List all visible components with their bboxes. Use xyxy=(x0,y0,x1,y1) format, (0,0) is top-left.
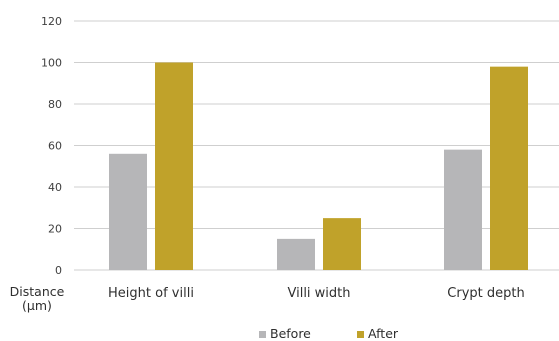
y-axis-label: Distance (μm) xyxy=(10,284,65,313)
bar-before-2 xyxy=(277,238,315,270)
x-axis-categories: Height of villi Villi width Crypt depth xyxy=(108,286,525,301)
y-tick-label: 40 xyxy=(48,181,62,194)
y-tick-label: 120 xyxy=(41,15,62,28)
legend-label-before: Before xyxy=(270,326,311,341)
y-tick-label: 80 xyxy=(48,98,62,111)
legend: Before After xyxy=(259,326,399,341)
bar-before-3 xyxy=(444,149,482,270)
bar-after-2 xyxy=(323,218,361,270)
y-axis-label-line-1: Distance xyxy=(10,284,65,299)
legend-label-after: After xyxy=(368,326,399,341)
y-axis-label-line-2: (μm) xyxy=(22,298,52,313)
bar-after-3 xyxy=(490,66,528,271)
bars xyxy=(109,62,528,271)
y-tick-label: 0 xyxy=(55,264,62,277)
x-category-label: Crypt depth xyxy=(447,286,524,301)
y-tick-label: 100 xyxy=(41,57,62,70)
bar-after-1 xyxy=(155,62,193,270)
y-tick-label: 60 xyxy=(48,140,62,153)
bar-before-1 xyxy=(109,153,147,270)
x-category-label: Villi width xyxy=(287,286,350,301)
legend-swatch-before xyxy=(259,331,266,338)
y-axis-ticks: 0 20 40 60 80 100 120 xyxy=(41,15,62,277)
x-category-label: Height of villi xyxy=(108,286,194,301)
gridlines xyxy=(74,20,559,271)
y-tick-label: 20 xyxy=(48,223,62,236)
legend-swatch-after xyxy=(357,331,364,338)
